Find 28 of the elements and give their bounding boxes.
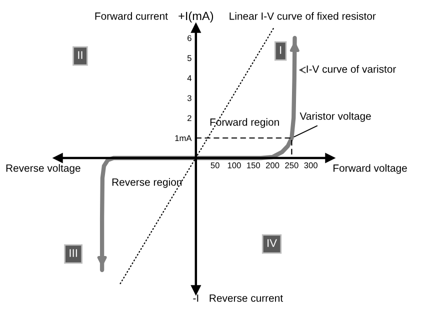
x-tick-label: 300 [304,162,318,168]
y-tick-label: 3 [187,95,192,102]
y-tick-label: 4 [187,75,192,82]
text: -I [193,294,198,302]
annotation: Varistor voltage [300,112,371,122]
annotation: Reverse voltage [6,164,80,174]
x-tick-label: 50 [210,162,220,168]
text: Linear I-V curve of fixed resistor [230,12,376,20]
y-tick-label: 6 [188,35,192,42]
annotation: II [78,51,82,59]
x-axis-title: Forward voltage [334,164,407,174]
text: Forward current [95,12,168,20]
annotation: I [280,46,282,54]
annotation: III [70,249,77,257]
x-tick-label: 100 [228,162,241,168]
series-label: I-V curve of varistor [306,65,396,73]
y-axis-title: +I(mA) [178,12,214,22]
annotation: Reverse region [112,178,182,188]
x-tick-label: 150 [247,162,260,168]
text: Reverse current [210,294,283,302]
annotation: IV [268,239,277,247]
x-tick-label: 250 [285,162,298,168]
y-tick-label: 1mA [175,135,192,142]
y-tick-label: 5 [187,55,192,62]
y-tick-label: 2 [188,115,192,122]
annotation: Forward region [210,118,279,128]
x-tick-label: 200 [266,162,280,168]
line-series [100,36,297,272]
